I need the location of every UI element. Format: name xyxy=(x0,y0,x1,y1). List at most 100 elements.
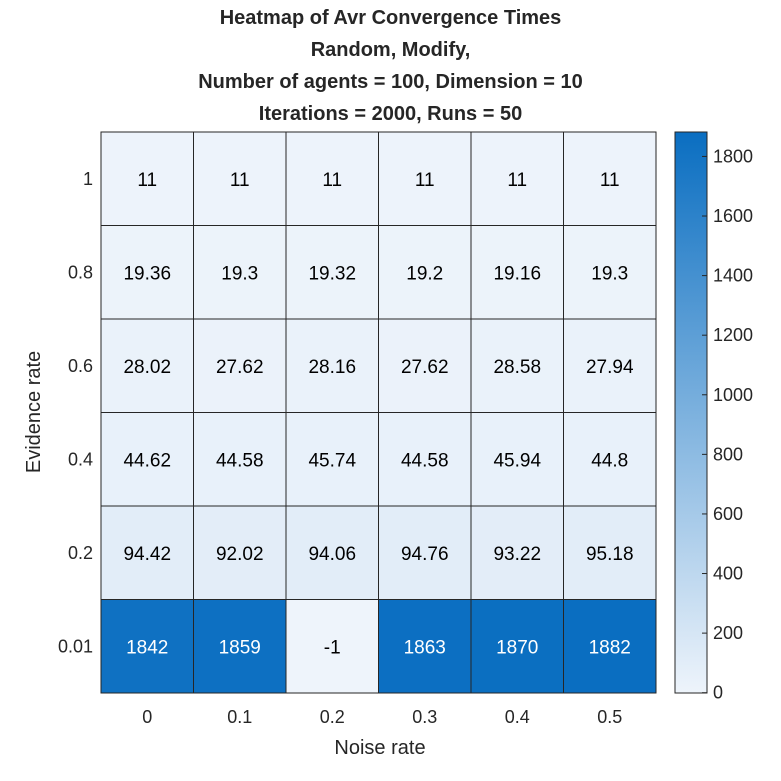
heatmap-cell xyxy=(193,412,287,507)
cell-value-label: 27.94 xyxy=(586,357,634,378)
heatmap-cell xyxy=(285,318,379,413)
x-axis-ticks: 0 0.1 0.2 0.3 0.4 0.5 xyxy=(142,707,622,727)
y-tick-label: 1 xyxy=(83,169,93,189)
cell-value-label: 44.8 xyxy=(591,450,628,471)
chart-title-line-2: Random, Modify, xyxy=(310,39,471,61)
heatmap-cell xyxy=(470,131,564,226)
chart-title-line-1: Heatmap of Avr Convergence Times xyxy=(219,7,562,29)
cell-value-label: 44.58 xyxy=(216,450,264,471)
cell-value-label: 94.76 xyxy=(401,544,449,565)
heatmap-cell xyxy=(193,599,287,694)
heatmap-cell xyxy=(563,131,657,226)
x-tick-label: 0.5 xyxy=(597,707,622,727)
chart-title-line-3: Number of agents = 100, Dimension = 10 xyxy=(198,71,583,93)
cell-value-label: 45.74 xyxy=(308,450,356,471)
cell-value-label: 28.58 xyxy=(493,357,541,378)
heatmap-cell xyxy=(285,412,379,507)
cell-value-label: 45.94 xyxy=(493,450,541,471)
heatmap-cell xyxy=(378,131,472,226)
heatmap-cell xyxy=(100,225,194,320)
colorbar-tick-label: 0 xyxy=(713,683,723,703)
colorbar-tick-label: 1000 xyxy=(713,385,753,405)
cell-value-label: 11 xyxy=(507,170,527,191)
heatmap-cell xyxy=(193,318,287,413)
heatmap-cell xyxy=(470,599,564,694)
heatmap-cell xyxy=(100,318,194,413)
y-tick-label: 0.4 xyxy=(68,449,93,469)
heatmap-cell xyxy=(100,505,194,600)
cell-value-label: 93.22 xyxy=(493,544,541,565)
colorbar-tick-label: 600 xyxy=(713,504,743,524)
heatmap-cell xyxy=(193,225,287,320)
cell-value-label: 11 xyxy=(230,170,250,191)
cell-value-label: 28.16 xyxy=(308,357,356,378)
cell-value-label: 19.16 xyxy=(493,263,541,284)
colorbar-tick-label: 1200 xyxy=(713,325,753,345)
x-tick-label: 0.3 xyxy=(412,707,437,727)
heatmap-cell xyxy=(378,412,472,507)
x-tick-label: 0.1 xyxy=(227,707,252,727)
heatmap-cell xyxy=(470,225,564,320)
cell-value-label: 19.2 xyxy=(406,263,443,284)
x-tick-label: 0.4 xyxy=(505,707,530,727)
cell-value-label: 19.32 xyxy=(308,263,356,284)
cell-value-label: 1882 xyxy=(589,637,631,658)
cell-value-label: 11 xyxy=(137,170,157,191)
cell-value-label: 19.3 xyxy=(221,263,258,284)
heatmap-cell xyxy=(563,505,657,600)
cell-value-label: 28.02 xyxy=(123,357,171,378)
colorbar-tick-label: 400 xyxy=(713,564,743,584)
heatmap-cell xyxy=(100,412,194,507)
heatmap-cell xyxy=(470,318,564,413)
cell-value-label: 44.62 xyxy=(123,450,171,471)
y-tick-label: 0.2 xyxy=(68,543,93,563)
cell-value-label: 95.18 xyxy=(586,544,634,565)
cell-value-label: 19.3 xyxy=(591,263,628,284)
chart-title-line-4: Iterations = 2000, Runs = 50 xyxy=(258,103,523,125)
colorbar-ticks: 0 200 400 600 800 1000 1200 1400 1600 1800 xyxy=(702,146,753,703)
colorbar-tick-label: 1400 xyxy=(713,266,753,286)
heatmap-cell xyxy=(100,599,194,694)
cell-value-label: 92.02 xyxy=(216,544,264,565)
cell-value-label: 94.06 xyxy=(308,544,356,565)
colorbar-tick-label: 1800 xyxy=(713,146,753,166)
heatmap-cell xyxy=(378,505,472,600)
colorbar-tick-label: 800 xyxy=(713,444,743,464)
cell-value-label: 11 xyxy=(322,170,342,191)
heatmap-cell xyxy=(563,412,657,507)
cell-value-label: 94.42 xyxy=(123,544,171,565)
cell-value-label: 11 xyxy=(415,170,435,191)
colorbar xyxy=(674,131,708,694)
y-axis-label: Evidence rate xyxy=(23,351,45,473)
cell-value-label: 1842 xyxy=(126,637,168,658)
cell-value-label: 27.62 xyxy=(401,357,449,378)
heatmap-cell xyxy=(378,318,472,413)
x-axis-label: Noise rate xyxy=(334,737,425,759)
heatmap-cell xyxy=(563,599,657,694)
cell-value-label: 1870 xyxy=(496,637,538,658)
heatmap-cell xyxy=(193,131,287,226)
cell-value-label: 11 xyxy=(600,170,620,191)
x-tick-label: 0.2 xyxy=(320,707,345,727)
colorbar-tick-label: 200 xyxy=(713,623,743,643)
heatmap-cells: 11 11 11 11 11 11 19.36 19.3 19.32 19.2 19.16 19.3 2… xyxy=(100,131,657,694)
heatmap-cell xyxy=(470,412,564,507)
cell-value-label: 27.62 xyxy=(216,357,264,378)
y-tick-label: 0.8 xyxy=(68,262,93,282)
cell-value-label: 1863 xyxy=(404,637,446,658)
colorbar-tick-label: 1600 xyxy=(713,206,753,226)
heatmap-cell xyxy=(285,131,379,226)
x-tick-label: 0 xyxy=(142,707,152,727)
cell-value-label: 44.58 xyxy=(401,450,449,471)
y-tick-label: 0.01 xyxy=(58,636,93,656)
heatmap-cell xyxy=(563,225,657,320)
heatmap-cell xyxy=(378,599,472,694)
heatmap-cell xyxy=(378,225,472,320)
cell-value-label: 1859 xyxy=(219,637,261,658)
heatmap-cell xyxy=(563,318,657,413)
heatmap-cell xyxy=(285,599,379,694)
y-tick-label: 0.6 xyxy=(68,356,93,376)
cell-value-label: -1 xyxy=(324,637,341,658)
y-axis-ticks: 1 0.8 0.6 0.4 0.2 0.01 xyxy=(58,169,93,657)
